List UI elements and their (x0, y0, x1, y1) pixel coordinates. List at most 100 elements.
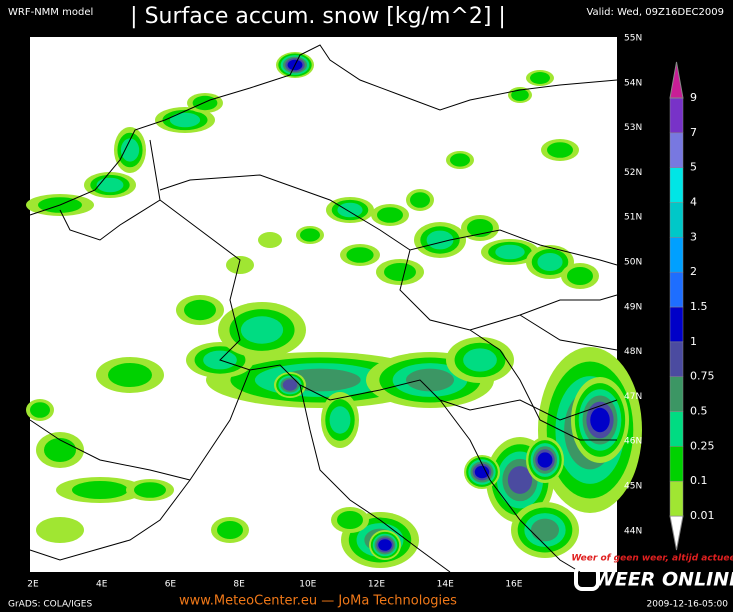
colorbar-segment (669, 480, 684, 517)
lon-label: 16E (505, 580, 522, 590)
snow-area (406, 368, 454, 392)
snow-area (258, 232, 282, 248)
lat-label: 49N (624, 302, 642, 312)
borders (29, 44, 618, 573)
lat-label: 51N (624, 213, 642, 223)
colorbar-segment (669, 446, 684, 482)
logo: Weer of geen weer, altijd actueel WEER O… (571, 554, 733, 591)
colorbar-segment (669, 306, 684, 343)
site-credit: www.MeteoCenter.eu — JoMa Technologies (179, 594, 457, 609)
colorbar-label: 4 (690, 196, 697, 209)
colorbar-segment (669, 237, 684, 273)
colorbar-label: 0.01 (690, 509, 715, 522)
title: | Surface accum. snow [kg/m^2] | (130, 4, 506, 29)
colorbar-segment (669, 376, 684, 412)
snow-area (384, 263, 416, 281)
snow-area (450, 153, 470, 167)
lon-label: 10E (299, 580, 316, 590)
snow-area (507, 466, 533, 494)
colorbar-segment (669, 202, 684, 238)
snow-area (346, 247, 374, 263)
snow-area (240, 316, 284, 344)
lat-label: 48N (624, 347, 642, 357)
snow-area (495, 244, 525, 260)
colorbar-label: 0.75 (690, 370, 715, 383)
longitude-labels: 2E 4E 6E 8E 10E 12E 14E 16E (27, 580, 522, 590)
snow-area (300, 228, 320, 242)
colorbar-segment (669, 167, 684, 203)
colorbar-label: 7 (690, 126, 697, 139)
snow-area (531, 518, 559, 542)
snow-area (96, 177, 124, 193)
snow-area (282, 379, 298, 391)
logo-slogan: Weer of geen weer, altijd actueel (571, 554, 733, 564)
colorbar-label: 0.5 (690, 405, 708, 418)
lat-label: 45N (624, 482, 642, 492)
snow-area (337, 511, 363, 529)
colorbar-label: 5 (690, 161, 697, 174)
lat-label: 47N (624, 392, 642, 402)
lon-label: 2E (27, 580, 39, 590)
lat-label: 52N (624, 168, 642, 178)
lon-label: 4E (96, 580, 108, 590)
snow-area (547, 142, 573, 158)
snow-area (226, 256, 254, 274)
lat-label: 54N (624, 78, 642, 88)
colorbar-segment (669, 132, 684, 168)
snow-area (108, 363, 152, 387)
snow-area (567, 267, 593, 285)
lat-label: 55N (624, 34, 642, 44)
snow-area (329, 406, 351, 434)
colorbar-label: 9 (690, 91, 697, 104)
grads-credit: GrADS: COLA/IGES (8, 600, 92, 610)
colorbar-label: 3 (690, 230, 697, 243)
snow-area (463, 348, 497, 372)
lon-label: 6E (165, 580, 177, 590)
snow-area (217, 521, 243, 539)
colorbar-segment (669, 341, 684, 377)
lon-label: 8E (233, 580, 245, 590)
valid-time: Valid: Wed, 09Z16DEC2009 (586, 7, 724, 18)
snow-area (30, 402, 50, 418)
colorbar-label: 0.1 (690, 474, 708, 487)
snow-area (426, 230, 454, 250)
snow-area (72, 481, 128, 499)
snow-area (410, 192, 430, 208)
latitude-labels: 55N 54N 53N 52N 51N 50N 49N 48N 47N 46N 45N 44N (624, 34, 642, 537)
date-stamp: 2009-12-16-05:00 (647, 600, 729, 610)
lon-label: 12E (368, 580, 385, 590)
colorbar-segment (669, 97, 684, 134)
logo-name: WEER ONLINE (594, 569, 733, 591)
colorbar-end (669, 61, 684, 99)
colorbar-label: 2 (690, 265, 697, 278)
lat-label: 53N (624, 123, 642, 133)
snow-area (590, 407, 610, 433)
snow-area (377, 207, 403, 223)
lat-label: 46N (624, 437, 642, 447)
snow-area (530, 72, 550, 84)
snow-area (36, 517, 84, 543)
snow-area (184, 299, 216, 321)
colorbar-label: 1.5 (690, 300, 708, 313)
colorbar: 9 7 5 4 3 2 1.5 1 0.75 0.5 0.25 0.1 0.01 (669, 61, 715, 551)
snow-area (120, 138, 140, 162)
snow-area (537, 452, 553, 468)
colorbar-label: 0.25 (690, 439, 715, 452)
snow-area (337, 202, 363, 218)
snow-area (537, 253, 563, 271)
colorbar-segment (669, 271, 684, 308)
snow-area (511, 89, 529, 101)
snow-area (378, 539, 392, 551)
lat-label: 44N (624, 526, 642, 536)
colorbar-label: 1 (690, 335, 697, 348)
model-label: WRF-NMM model (8, 7, 93, 18)
snow-area (169, 112, 201, 128)
colorbar-segment (669, 411, 684, 447)
snow-area (474, 465, 490, 479)
lon-label: 14E (437, 580, 454, 590)
lat-label: 50N (624, 258, 642, 268)
logo-icon (574, 565, 600, 591)
snow-area (44, 438, 76, 462)
snow-field (26, 52, 642, 568)
